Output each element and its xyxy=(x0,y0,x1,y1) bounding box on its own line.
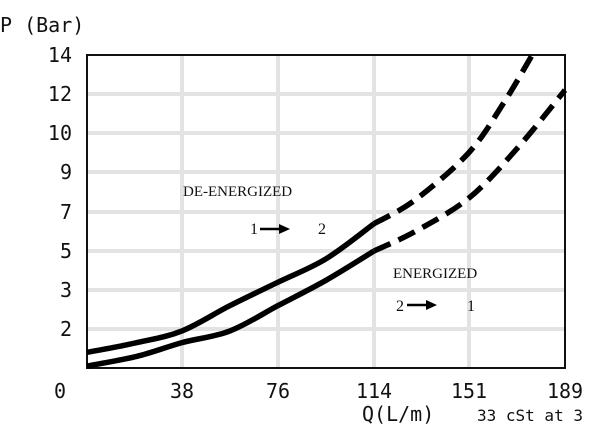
energized-curve-dashed xyxy=(372,88,568,254)
energized-arrow-icon xyxy=(407,300,437,310)
y-tick-label: 7 xyxy=(60,200,72,224)
de-energized-curve-solid xyxy=(86,221,376,356)
x-tick-label: 114 xyxy=(356,379,392,403)
de-energized-curve-dashed xyxy=(372,53,535,227)
y-tick-label: 12 xyxy=(48,82,72,106)
x-tick-label: 189 xyxy=(547,379,583,403)
de-energized-to-port: 2 xyxy=(318,221,326,238)
x-tick-label: 76 xyxy=(266,379,290,403)
y-tick-label: 5 xyxy=(60,239,72,263)
energized-from-port: 2 xyxy=(396,298,404,315)
plot-frame xyxy=(86,54,566,369)
y-tick-label: 2 xyxy=(60,317,72,341)
x-tick-label: 0 xyxy=(54,379,66,403)
y-tick-label: 3 xyxy=(60,278,72,302)
de-energized-label: DE-ENERGIZED xyxy=(183,184,292,200)
energized-curve-solid xyxy=(86,248,376,369)
chart-curves xyxy=(86,53,568,369)
viscosity-note: 33 cSt at 3 xyxy=(477,406,583,425)
chart-grid xyxy=(87,55,565,368)
x-tick-label: 38 xyxy=(170,379,194,403)
de-energized-from-port: 1 xyxy=(250,221,258,238)
y-axis-label: P (Bar) xyxy=(0,13,84,37)
x-axis-label: Q(L/m) xyxy=(362,402,434,426)
y-tick-label: 9 xyxy=(60,160,72,184)
y-tick-label: 14 xyxy=(48,43,72,67)
energized-to-port: 1 xyxy=(467,298,475,315)
de-energized-arrow-icon xyxy=(260,224,290,234)
energized-label: ENERGIZED xyxy=(393,266,477,282)
y-tick-label: 10 xyxy=(48,121,72,145)
x-tick-label: 151 xyxy=(451,379,487,403)
